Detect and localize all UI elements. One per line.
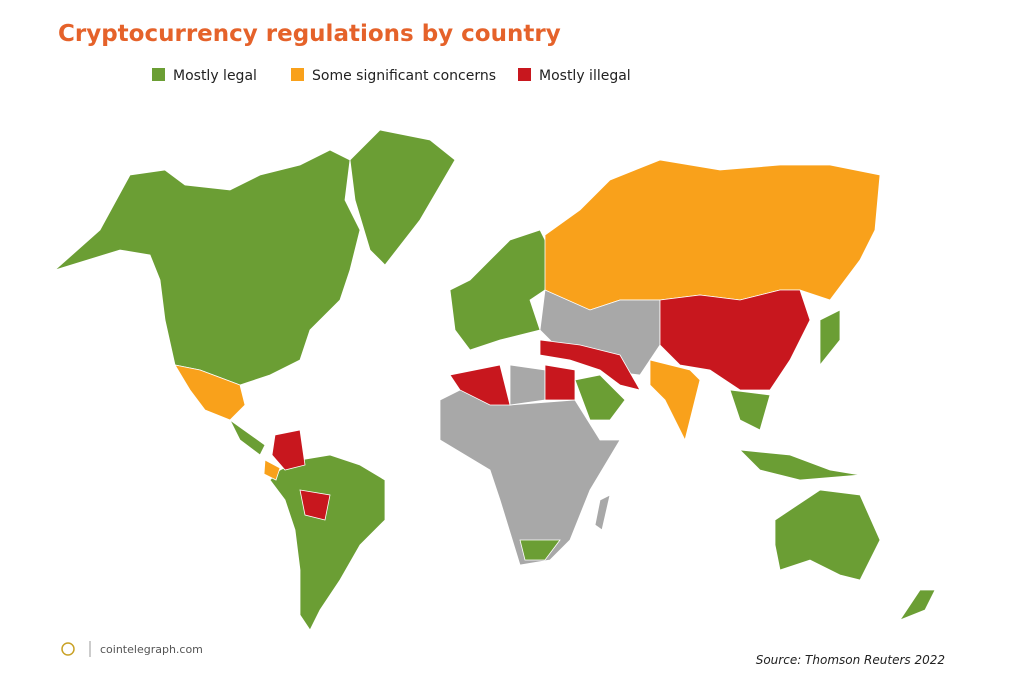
- ecuador: [263, 459, 281, 481]
- south-america: [269, 454, 386, 631]
- australia: [774, 489, 881, 581]
- legend-swatch: [291, 68, 304, 81]
- libya: [509, 364, 546, 406]
- greenland: [349, 129, 456, 266]
- central-america: [229, 419, 266, 456]
- north-america: [54, 149, 361, 386]
- world-map: [54, 129, 936, 631]
- indonesia: [738, 449, 861, 481]
- logo-icon: [61, 642, 75, 656]
- japan: [819, 309, 841, 367]
- southeast-asia: [729, 389, 771, 431]
- egypt: [544, 364, 576, 401]
- arabia: [574, 374, 626, 421]
- madagascar: [594, 494, 611, 531]
- legend-swatch: [152, 68, 165, 81]
- legend: Mostly legal Some significant concerns Mos…: [152, 68, 631, 84]
- middle-east-red: [539, 339, 641, 391]
- algeria-morocco: [449, 364, 511, 406]
- mexico: [174, 364, 246, 421]
- russia: [544, 159, 881, 311]
- legend-label: Mostly legal: [173, 68, 257, 84]
- logo-text: cointelegraph.com: [100, 643, 203, 656]
- colombia: [271, 429, 306, 471]
- china: [659, 289, 811, 391]
- title: Cryptocurrency regulations by country: [58, 21, 561, 47]
- africa: [439, 389, 621, 566]
- bolivia: [299, 489, 331, 521]
- legend-label: Some significant concerns: [312, 68, 496, 84]
- south-africa: [519, 539, 561, 561]
- legend-label: Mostly illegal: [539, 68, 631, 84]
- source: Source: Thomson Reuters 2022: [756, 653, 945, 667]
- legend-swatch: [518, 68, 531, 81]
- europe: [449, 229, 551, 351]
- india: [649, 359, 701, 442]
- new-zealand: [898, 589, 936, 621]
